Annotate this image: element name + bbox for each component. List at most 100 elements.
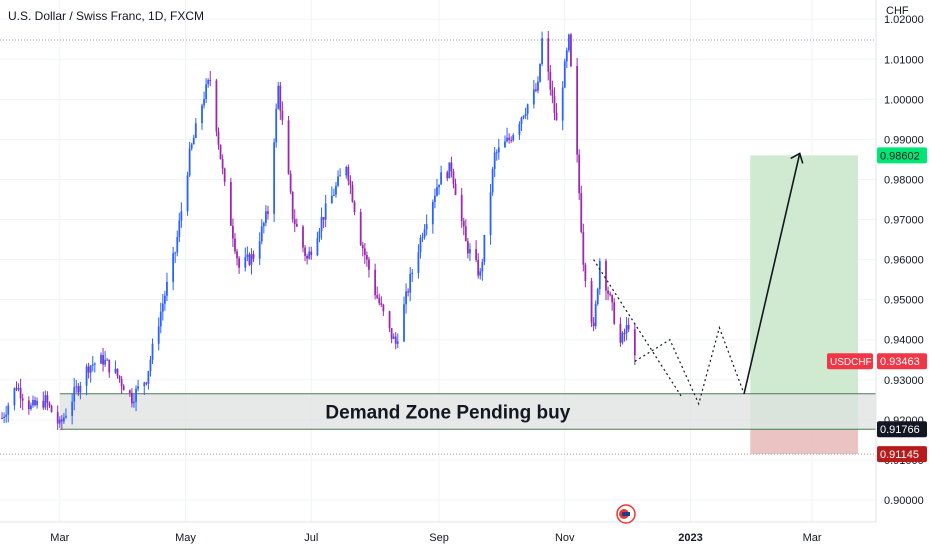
candle-body (62, 417, 65, 422)
candle-body (281, 110, 284, 121)
candle-body (137, 386, 139, 389)
stop-price-label: 0.91145 (880, 449, 919, 461)
candle-body (180, 211, 183, 221)
candle-body (60, 419, 63, 422)
candle-body (100, 355, 102, 364)
candle-body (454, 183, 457, 195)
candle-body (209, 80, 212, 82)
candle-body (339, 175, 341, 177)
candle-body (625, 325, 628, 334)
candle-body (425, 224, 428, 230)
candle-body (293, 219, 296, 224)
candle-body (330, 195, 333, 204)
candle-body (279, 85, 282, 111)
candle-body (541, 38, 543, 64)
candle-body (217, 131, 220, 145)
candle-body (178, 220, 181, 238)
candle-body (522, 115, 525, 118)
candle-body (273, 142, 276, 214)
candle-body (576, 66, 579, 155)
candle-body (30, 405, 32, 410)
candle-body (308, 251, 311, 259)
candle-body (337, 176, 339, 186)
candle-body (508, 137, 511, 140)
candle-body (368, 259, 370, 270)
time-tick-label: 2023 (678, 532, 702, 544)
candle-body (163, 295, 166, 304)
candle-body (205, 84, 208, 100)
candle-body (128, 390, 131, 393)
candle-body (361, 244, 364, 249)
candle-body (481, 261, 484, 272)
candle-body (21, 398, 24, 401)
projection-up-arrow-line (743, 153, 801, 394)
candle-body (506, 137, 508, 142)
candle-body (65, 415, 67, 418)
candle-body (382, 304, 385, 312)
candle-body (248, 254, 251, 265)
candle-body (388, 311, 391, 329)
candle-body (221, 158, 224, 169)
candle-body (295, 223, 298, 227)
candle-body (5, 414, 8, 417)
candle-body (147, 371, 150, 384)
candle-body (392, 336, 395, 339)
candle-body (436, 187, 438, 196)
candle-body (547, 38, 550, 72)
candle-body (236, 251, 238, 259)
candle-body (232, 225, 234, 239)
candle-body (464, 226, 467, 242)
candle-body (477, 259, 480, 276)
candle-body (483, 234, 486, 262)
candle-body (252, 254, 255, 259)
candle-body (537, 81, 539, 91)
candle-body (596, 288, 599, 304)
candle-body (539, 63, 541, 82)
candle-body (194, 123, 197, 138)
price-tick-label: 1.00000 (884, 94, 924, 106)
candle-body (582, 231, 585, 265)
candle-body (75, 386, 78, 388)
price-tick-label: 0.94000 (884, 335, 924, 347)
candle-body (423, 229, 426, 238)
candle-body (611, 295, 614, 303)
candle-body (36, 400, 39, 406)
candle-body (157, 326, 160, 344)
candle-body (320, 217, 323, 232)
candle-body (192, 137, 195, 145)
candle-body (116, 368, 119, 376)
candle-body (491, 168, 494, 193)
candle-body (316, 237, 319, 256)
candle-body (590, 280, 593, 323)
candle-body (58, 419, 61, 424)
candle-body (394, 336, 397, 344)
candle-body (287, 120, 290, 174)
candle-body (448, 162, 451, 179)
candle-body (376, 295, 379, 298)
candle-body (553, 96, 556, 113)
candle-body (475, 249, 478, 260)
candle-body (85, 366, 88, 386)
candle-body (306, 255, 309, 259)
candle-body (417, 252, 420, 273)
candle-body (497, 147, 500, 153)
candle-body (79, 385, 82, 393)
target-zone (750, 155, 858, 430)
candle-body (479, 271, 482, 276)
candle-body (104, 359, 107, 365)
candle-body (277, 85, 280, 109)
candle-body (578, 154, 581, 194)
time-tick-label: Sep (429, 532, 449, 544)
candle-body (114, 368, 117, 373)
candle-body (524, 113, 527, 116)
candle-body (605, 261, 607, 291)
time-tick-label: Mar (50, 532, 69, 544)
candle-body (250, 254, 253, 265)
candle-body (450, 162, 453, 172)
candle-body (526, 104, 529, 114)
price-tick-label: 1.01000 (884, 54, 924, 66)
candle-body (613, 302, 616, 324)
candle-body (219, 144, 222, 159)
candle-body (504, 141, 506, 148)
